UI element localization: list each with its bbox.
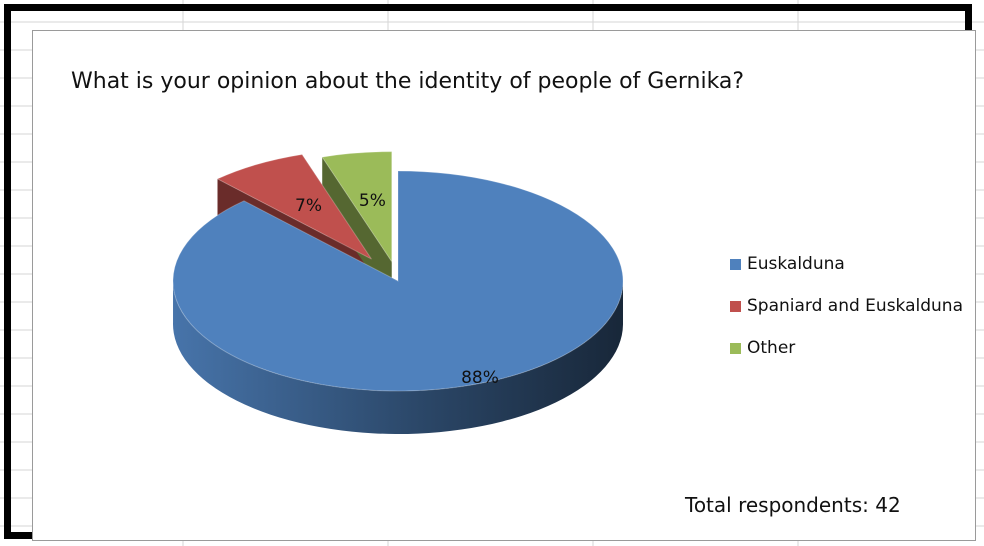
pie-slice-spaniard-and-euskalduna[interactable] <box>216 153 372 260</box>
legend[interactable]: Euskalduna Spaniard and Euskalduna Other <box>730 253 963 379</box>
legend-label-spaniard-and-euskalduna: Spaniard and Euskalduna <box>747 296 964 316</box>
pie-slice-euskalduna[interactable] <box>172 170 624 392</box>
legend-item-euskalduna[interactable]: Euskalduna <box>730 253 963 275</box>
data-label-spaniard-and-euskalduna: 7% <box>295 196 322 216</box>
legend-swatch-spaniard-and-euskalduna <box>730 300 741 312</box>
pie-slice-other[interactable] <box>321 151 393 264</box>
data-label-other: 5% <box>359 191 386 211</box>
pie-slice-wall-other <box>322 157 392 305</box>
legend-swatch-other <box>730 342 741 354</box>
legend-label-euskalduna: Euskalduna <box>747 254 845 274</box>
legend-item-other[interactable]: Other <box>730 337 963 359</box>
pie-chart[interactable]: 88% 7% 5% <box>33 31 977 542</box>
image-frame: What is your opinion about the identity … <box>4 4 976 541</box>
chart-title: What is your opinion about the identity … <box>71 69 745 94</box>
pie-slice-side-euskalduna <box>172 279 623 435</box>
total-respondents-annotation: Total respondents: 42 <box>685 493 901 517</box>
legend-label-other: Other <box>747 338 796 358</box>
chart-area[interactable]: What is your opinion about the identity … <box>32 30 976 541</box>
data-label-euskalduna: 88% <box>461 368 499 388</box>
legend-swatch-euskalduna <box>730 258 741 270</box>
legend-item-spaniard-and-euskalduna[interactable]: Spaniard and Euskalduna <box>730 295 963 317</box>
